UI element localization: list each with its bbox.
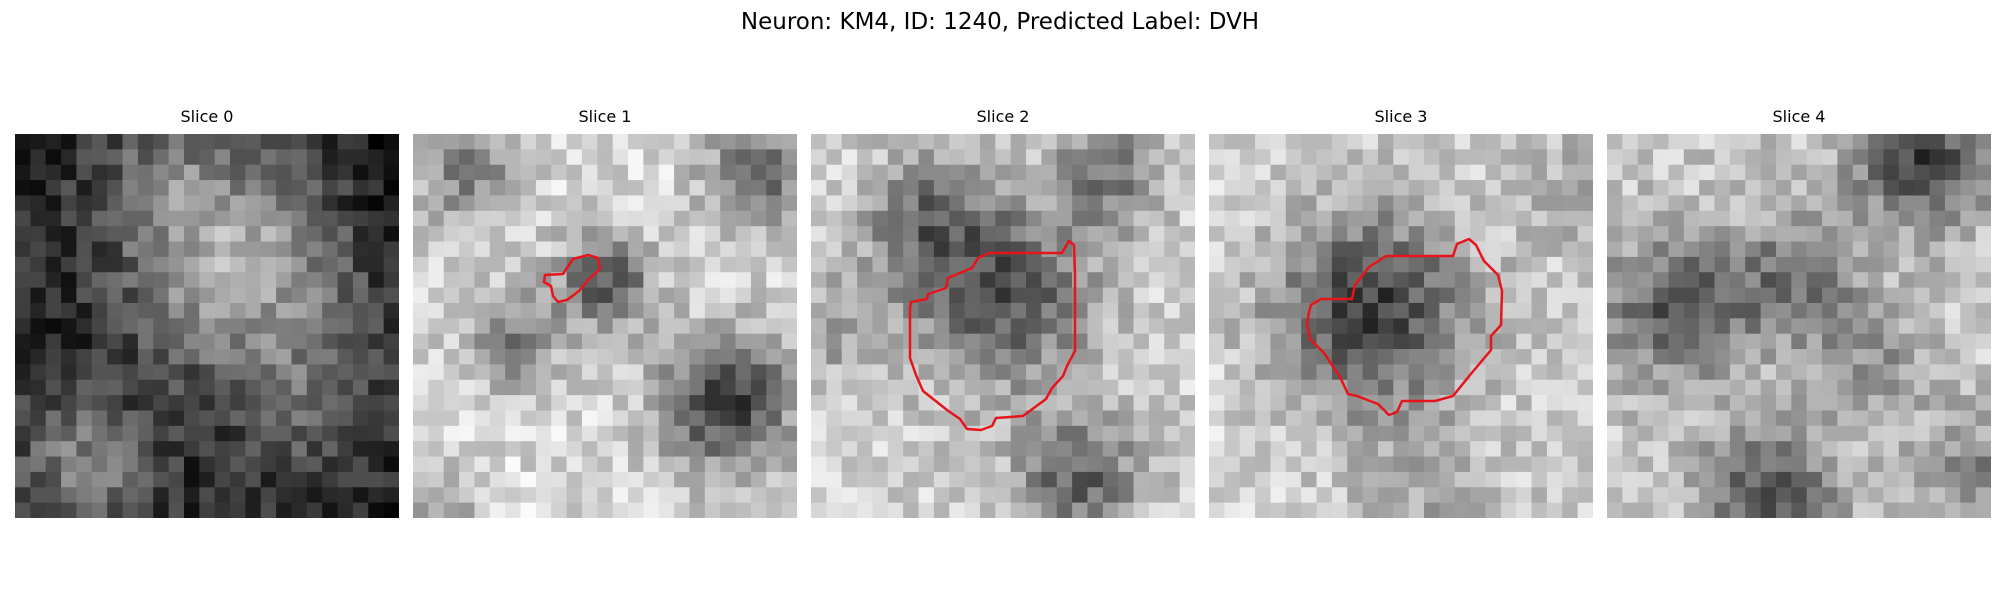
slice-title-2: Slice 2	[976, 107, 1030, 126]
slice-title-4: Slice 4	[1772, 107, 1826, 126]
slice-panel-0: Slice 0	[15, 106, 399, 520]
slice-image-4	[1607, 134, 1991, 518]
figure-title: Neuron: KM4, ID: 1240, Predicted Label: …	[740, 9, 1260, 35]
slice-image-2	[811, 134, 1195, 518]
slice-panel-3: Slice 3	[1209, 106, 1593, 520]
roi-outline	[1305, 237, 1504, 417]
slice-panel-4: Slice 4	[1607, 106, 1991, 520]
slice-title-0: Slice 0	[180, 107, 234, 126]
slice-image-3	[1209, 134, 1593, 518]
slice-title-3: Slice 3	[1374, 107, 1428, 126]
slice-title-1: Slice 1	[578, 107, 632, 126]
roi-outline	[542, 253, 602, 304]
slice-panel-2: Slice 2	[811, 106, 1195, 520]
slice-image-0	[15, 134, 399, 518]
slice-image-1	[413, 134, 797, 518]
roi-outline	[908, 239, 1077, 432]
slice-panel-1: Slice 1	[413, 106, 797, 520]
